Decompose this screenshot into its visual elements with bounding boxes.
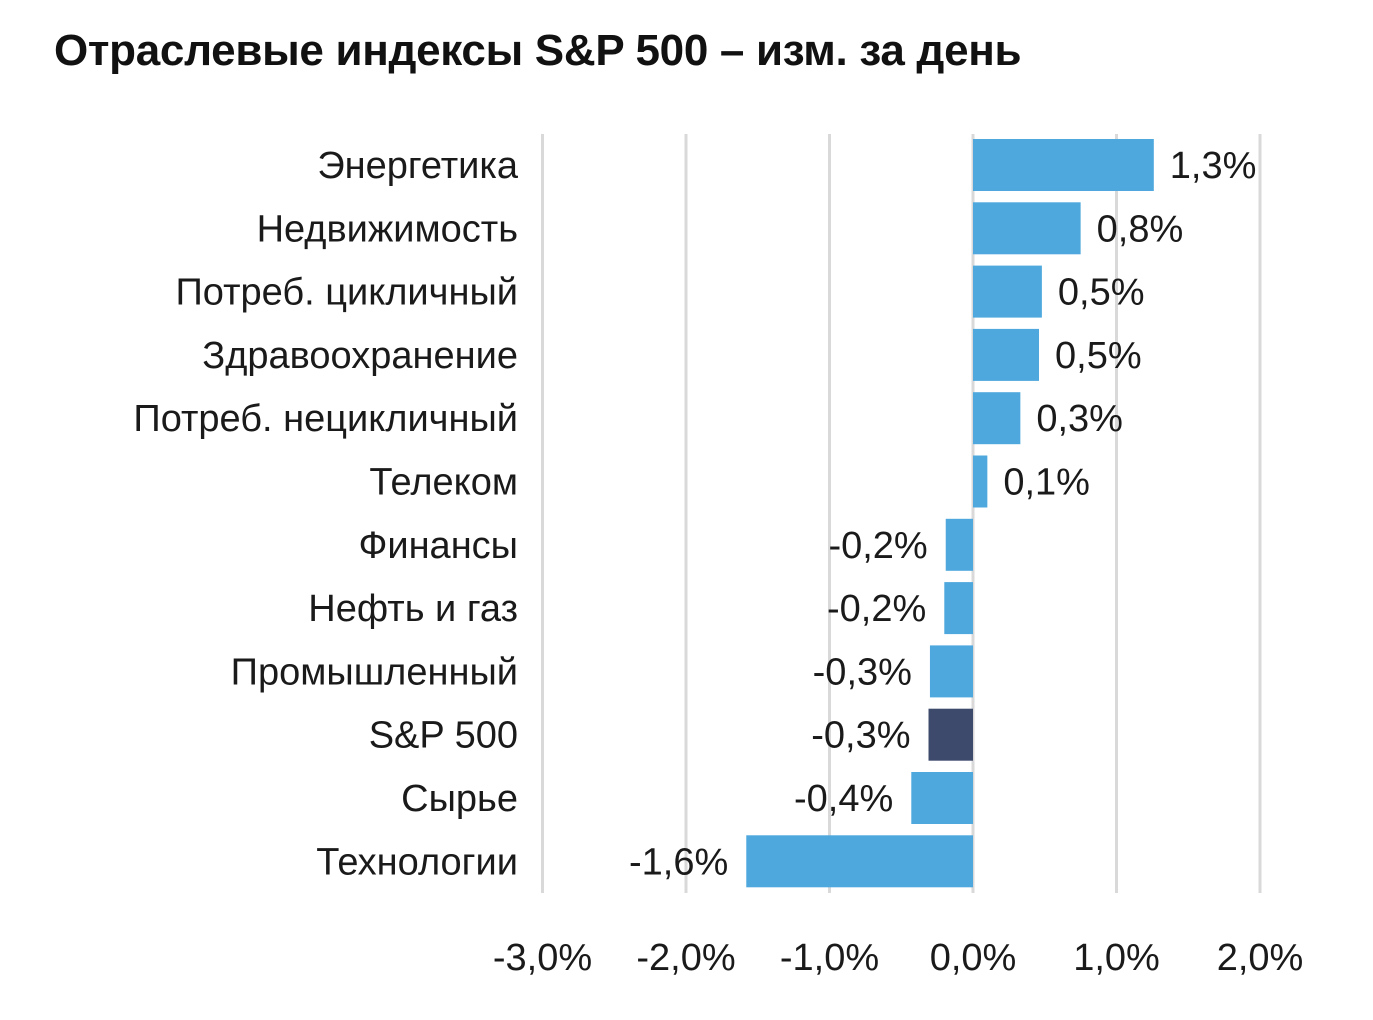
category-label: Недвижимость	[257, 208, 518, 250]
data-label: 0,5%	[1055, 335, 1142, 377]
bar	[911, 772, 973, 824]
x-tick-label: -3,0%	[493, 937, 592, 979]
chart-title: Отраслевые индексы S&P 500 – изм. за ден…	[54, 26, 1022, 75]
value-labels: 1,3% 0,8% 0,5% 0,5% 0,3% 0,1% -0,2% -0,2% -0,3% -…	[629, 145, 1256, 883]
x-tick-label: -1,0%	[780, 937, 879, 979]
bar	[928, 708, 973, 761]
data-label: -0,3%	[811, 715, 910, 757]
bar	[973, 455, 988, 508]
data-label: -0,4%	[794, 778, 893, 820]
bar	[973, 392, 1021, 445]
category-labels: Энергетика Недвижимость Потреб. цикличный З…	[133, 145, 518, 883]
bar	[945, 518, 973, 571]
data-label: -0,2%	[827, 588, 926, 630]
x-axis-tick-labels: -3,0% -2,0% -1,0% 0,0% 1,0% 2,0%	[493, 937, 1303, 979]
category-label: Здравоохранение	[202, 335, 518, 377]
category-label: Промышленный	[231, 651, 518, 693]
x-tick-label: 0,0%	[930, 937, 1017, 979]
category-label: Потреб. нецикличный	[133, 398, 518, 440]
bar	[973, 139, 1154, 191]
data-label: 1,3%	[1170, 145, 1257, 187]
bar	[929, 645, 973, 698]
category-label: Сырье	[401, 778, 518, 820]
bars	[746, 139, 1154, 888]
bar	[973, 202, 1081, 255]
bar	[944, 582, 973, 635]
category-label: Потреб. цикличный	[175, 272, 518, 314]
data-label: 0,3%	[1036, 398, 1123, 440]
x-tick-label: 1,0%	[1073, 937, 1160, 979]
category-label: S&P 500	[369, 715, 518, 757]
data-label: -0,2%	[828, 525, 927, 567]
x-tick-label: -2,0%	[636, 937, 735, 979]
data-label: 0,5%	[1058, 272, 1145, 314]
category-label: Телеком	[369, 462, 518, 504]
x-tick-label: 2,0%	[1217, 937, 1304, 979]
category-label: Технологии	[316, 841, 518, 883]
bar	[973, 265, 1042, 318]
data-label: 0,8%	[1097, 208, 1184, 250]
bar	[973, 328, 1040, 381]
category-label: Энергетика	[317, 145, 519, 187]
bar	[746, 835, 973, 888]
category-label: Нефть и газ	[308, 588, 518, 630]
grid-lines	[541, 134, 1262, 893]
data-label: 0,1%	[1003, 462, 1090, 504]
data-label: -1,6%	[629, 841, 728, 883]
data-label: -0,3%	[813, 651, 912, 693]
category-label: Финансы	[358, 525, 518, 567]
